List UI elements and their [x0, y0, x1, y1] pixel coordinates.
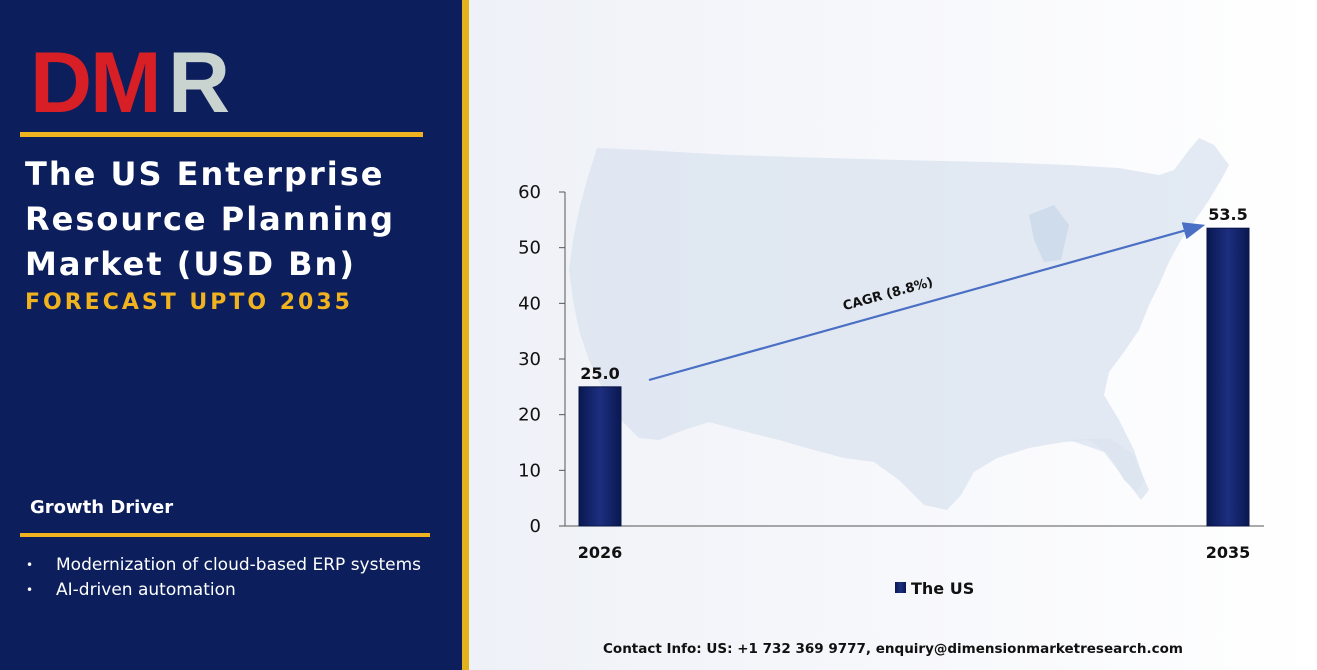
y-tick-label: 0 — [530, 516, 541, 537]
great-lakes-shape — [1029, 205, 1069, 262]
bar-2026 — [578, 386, 622, 527]
y-tick-label: 50 — [518, 238, 541, 259]
title-line: The US Enterprise — [25, 155, 385, 193]
bullet-icon: • — [26, 583, 34, 597]
x-category-label-2026: 2026 — [578, 543, 623, 562]
dmr-logo: D M R — [30, 40, 230, 120]
growth-driver-rule — [20, 533, 430, 537]
growth-driver-list: • Modernization of cloud-based ERP syste… — [26, 553, 421, 603]
legend-swatch — [895, 582, 906, 593]
forecast-subtitle: FORECAST UPTO 2035 — [25, 290, 353, 315]
x-category-label-2035: 2035 — [1206, 543, 1251, 562]
growth-driver-text: Modernization of cloud-based ERP systems — [56, 555, 422, 575]
growth-driver-heading: Growth Driver — [30, 497, 174, 518]
data-label-2035: 53.5 — [1208, 205, 1247, 224]
list-item: • Modernization of cloud-based ERP syste… — [26, 553, 421, 578]
left-panel: D M R The US Enterprise Resource Plannin… — [0, 0, 462, 670]
logo-letter-d: D — [30, 40, 92, 120]
legend-label: The US — [911, 579, 974, 598]
title-line: Resource Planning — [25, 200, 395, 238]
florida-map-shape — [1069, 438, 1149, 500]
bar-2035 — [1206, 227, 1250, 527]
logo-letter-r: R — [168, 40, 230, 120]
y-tick-label: 40 — [518, 293, 541, 314]
title-line: Market (USD Bn) — [25, 245, 356, 283]
logo-letter-m: M — [90, 40, 162, 120]
cagr-arrow — [648, 222, 1206, 382]
chart-panel: 0 10 20 30 40 50 60 25.0 2026 53.5 2035 CAGR (8.8… — [469, 0, 1317, 670]
y-tick-label: 30 — [518, 349, 541, 370]
y-tick-label: 20 — [518, 405, 541, 426]
bullet-icon: • — [26, 558, 34, 572]
page-title: The US Enterprise Resource Planning Mark… — [25, 152, 445, 287]
growth-driver-text: AI-driven automation — [56, 580, 236, 600]
title-top-rule — [20, 132, 423, 137]
contact-info: Contact Info: US: +1 732 369 9777, enqui… — [603, 641, 1183, 657]
bars: 25.0 2026 53.5 2035 — [578, 205, 1251, 562]
list-item: • AI-driven automation — [26, 578, 421, 603]
vertical-gold-divider — [462, 0, 469, 670]
y-tick-label: 60 — [518, 182, 541, 203]
data-label-2026: 25.0 — [580, 364, 619, 383]
y-tick-label: 10 — [518, 460, 541, 481]
y-axis-ticks: 0 10 20 30 40 50 60 — [518, 182, 565, 537]
